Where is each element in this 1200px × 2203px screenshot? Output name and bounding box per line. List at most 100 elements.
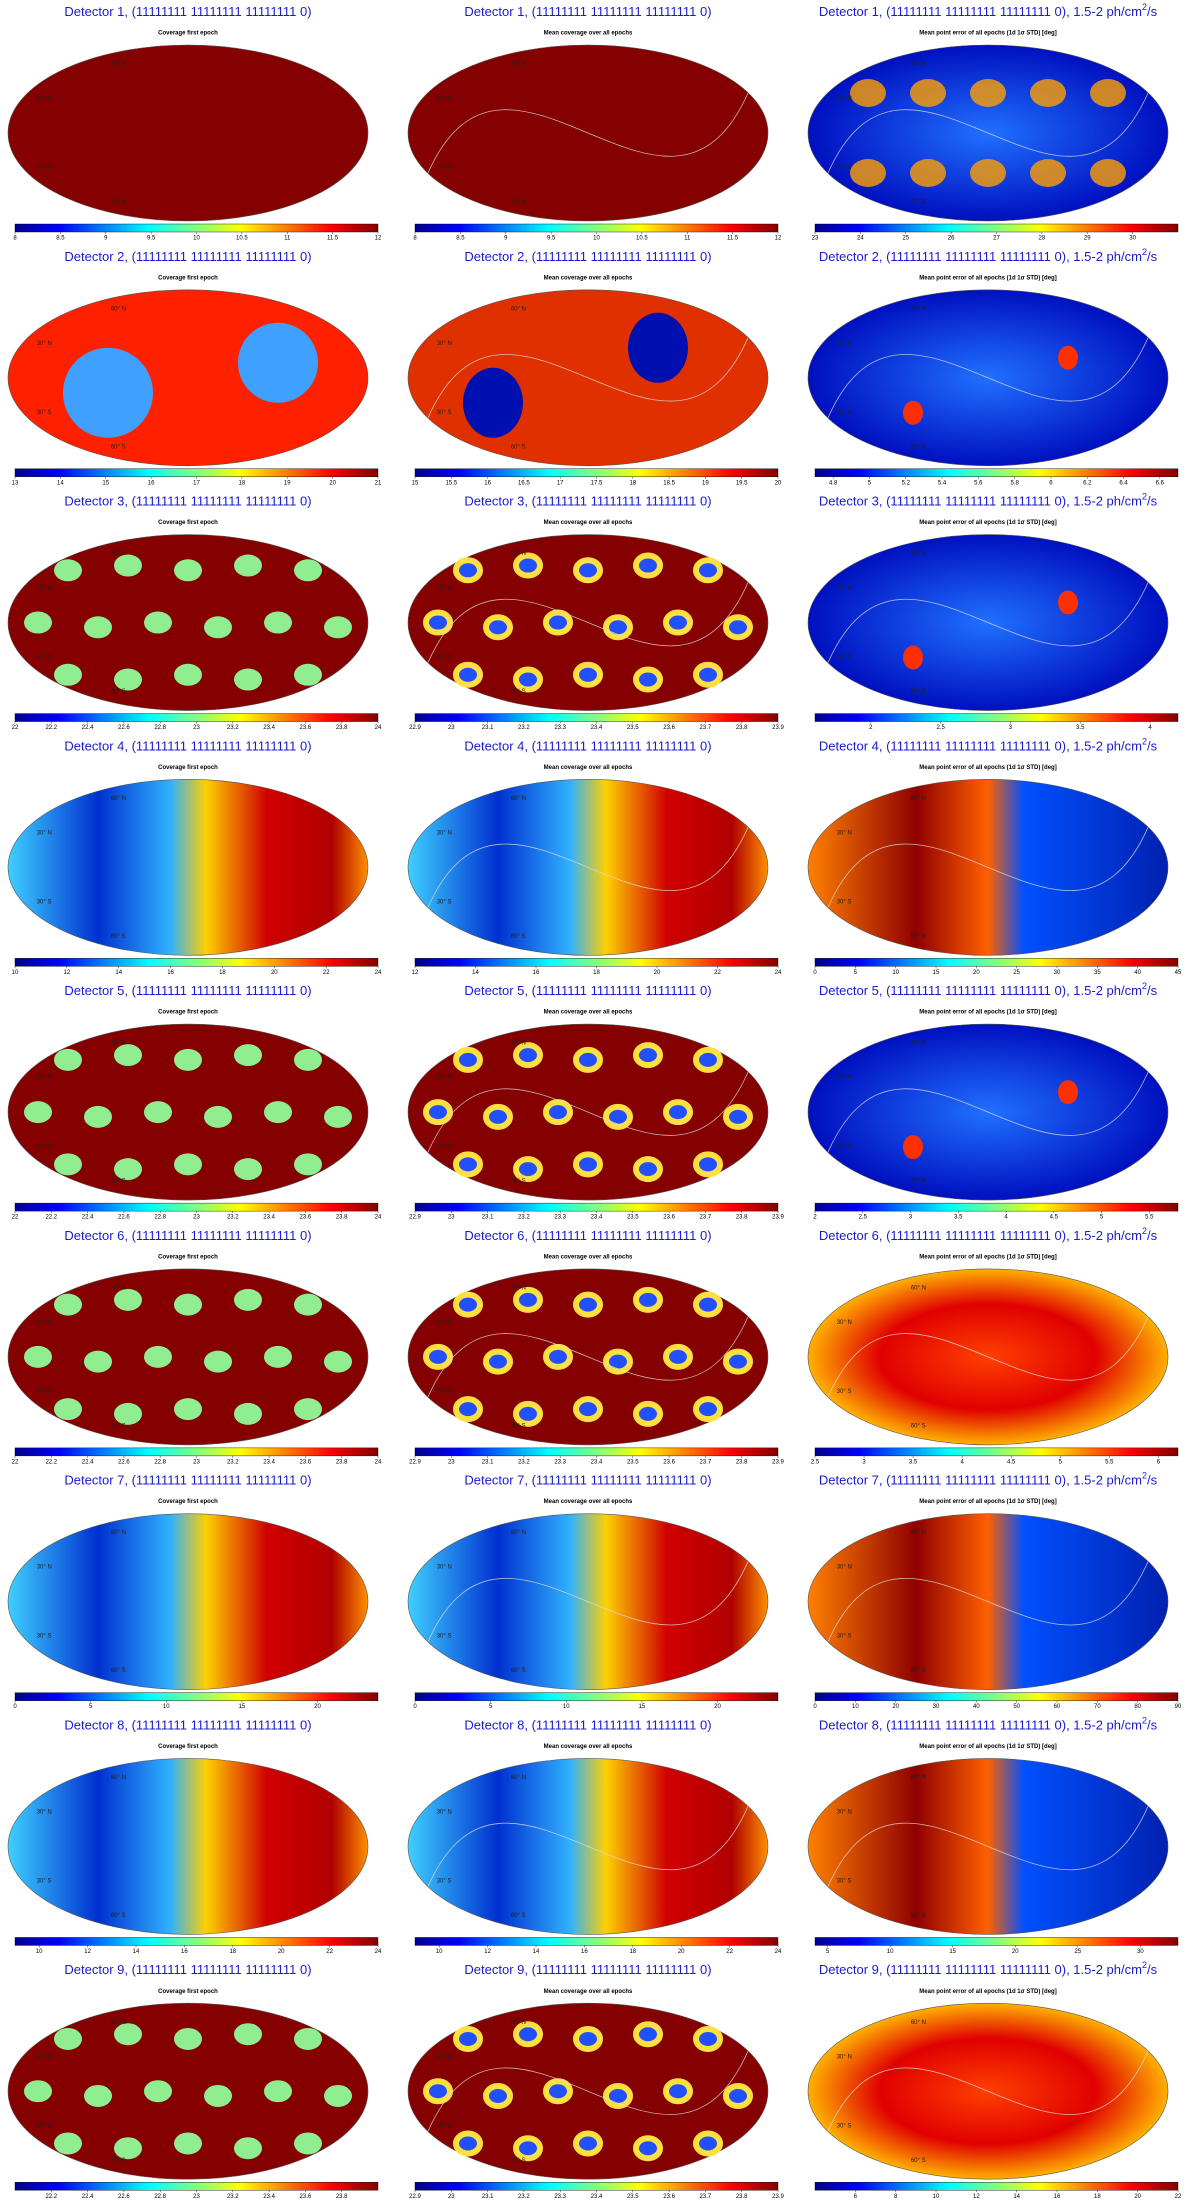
coverage-patch xyxy=(324,2084,352,2107)
panel-subtitle: Mean point error of all epochs (1d 1σ ST… xyxy=(919,1254,1056,1260)
graticule-label: 60° N xyxy=(511,1530,526,1536)
panel-title: Detector 3, (11111111 11111111 11111111 … xyxy=(64,494,311,509)
coverage-patch xyxy=(234,1402,262,1425)
colorbar-tick-label: 24 xyxy=(375,1459,382,1465)
colorbar-tick-label: 23 xyxy=(448,1459,455,1465)
colorbar-tick-label: 30 xyxy=(933,1704,940,1710)
colorbar-tick-label: 22 xyxy=(714,970,721,976)
colorbar-tick-label: 23.6 xyxy=(663,1215,675,1221)
graticule-label: 30° N xyxy=(37,341,52,347)
panel-title: Detector 9, (11111111 11111111 11111111 … xyxy=(819,1961,1158,1978)
scan-track xyxy=(427,1561,749,1642)
coverage-patch xyxy=(54,1048,82,1071)
colorbar-tick-label: 23.1 xyxy=(482,1215,494,1221)
colorbar-tick-label: 2.5 xyxy=(859,1215,868,1221)
coverage-patch xyxy=(294,663,322,686)
colorbar-tick-label: 24 xyxy=(375,970,382,976)
colorbar-tick-label: 23.7 xyxy=(700,2194,712,2200)
colorbar-tick-label: 13 xyxy=(12,480,19,486)
colorbar-tick-label: 5.5 xyxy=(1105,1459,1114,1465)
colorbar-tick-label: 22.2 xyxy=(45,1459,57,1465)
graticule-label: 30° S xyxy=(837,165,852,171)
colorbar-tick-label: 11 xyxy=(684,236,691,242)
high-spot xyxy=(903,1135,923,1160)
colorbar-tick-label: 27 xyxy=(993,236,1000,242)
graticule-label: 30° N xyxy=(837,96,852,102)
scan-track xyxy=(827,92,1149,174)
colorbar-tick-label: 22 xyxy=(12,1459,19,1465)
title-text: Detector 4, (11111111 11111111 11111111 … xyxy=(464,739,711,754)
graticule-label: 30° N xyxy=(437,96,452,102)
colorbar-tick-label: 15 xyxy=(239,1704,246,1710)
coverage-patch xyxy=(144,1345,172,1368)
colorbar-tick-label: 23.3 xyxy=(554,1459,566,1465)
graticule-label: 30° S xyxy=(37,1634,52,1640)
colorbar-tick-label: 23.9 xyxy=(772,725,784,731)
colorbar-tick-label: 18 xyxy=(239,480,246,486)
scan-track xyxy=(827,2051,1149,2132)
colorbar xyxy=(14,1937,379,1946)
colorbar-tick-label: 19 xyxy=(284,480,291,486)
coverage-node xyxy=(453,1291,483,1318)
colorbar-tick-label: 35 xyxy=(1094,970,1101,976)
colorbar-tick-label: 23.2 xyxy=(518,1459,530,1465)
coverage-patch xyxy=(204,2084,232,2107)
colorbar-tick-label: 23.4 xyxy=(591,725,603,731)
graticule-label: 60° S xyxy=(911,1668,926,1674)
colorbar-tick-label: 10 xyxy=(12,970,19,976)
colorbar-tick-label: 23 xyxy=(448,725,455,731)
colorbar-tick-label: 70 xyxy=(1094,1704,1101,1710)
colorbar-tick-label: 22.6 xyxy=(118,1459,130,1465)
colorbar-tick-label: 5 xyxy=(89,1704,93,1710)
colorbar-tick-label: 12 xyxy=(64,970,71,976)
graticule-label: 30° S xyxy=(437,655,452,661)
colorbar xyxy=(414,958,779,967)
graticule-label: 60° N xyxy=(911,1530,926,1536)
colorbar-tick-label: 3.5 xyxy=(1076,725,1085,731)
title-text: Detector 9, (11111111 11111111 11111111 … xyxy=(64,1963,311,1978)
colorbar-tick-label: 10 xyxy=(563,1704,570,1710)
colorbar-tick-label: 19 xyxy=(702,480,709,486)
title-text: Detector 8, (11111111 11111111 11111111 … xyxy=(464,1718,711,1733)
graticule-label: 30° N xyxy=(37,1075,52,1081)
colorbar-tick-label: 10 xyxy=(933,2194,940,2200)
colorbar-tick-label: 20 xyxy=(1012,1949,1019,1955)
colorbar-tick-label: 14 xyxy=(533,1949,540,1955)
colorbar-tick-label: 22 xyxy=(1175,2194,1182,2200)
coverage-node xyxy=(633,1286,663,1313)
error-spot xyxy=(1090,159,1126,187)
title-text: Detector 1, (11111111 11111111 11111111 … xyxy=(819,4,1142,19)
panel-title: Detector 5, (11111111 11111111 11111111 … xyxy=(819,981,1158,998)
colorbar-tick-label: 23 xyxy=(193,1215,200,1221)
colorbar-tick-label: 23 xyxy=(448,1215,455,1221)
colorbar-tick-label: 16.5 xyxy=(518,480,530,486)
coverage-node xyxy=(723,1103,753,1130)
colorbar-tick-label: 23.4 xyxy=(591,2194,603,2200)
coverage-node xyxy=(453,1396,483,1423)
graticule-label: 60° N xyxy=(511,551,526,557)
title-text: Detector 8, (11111111 11111111 11111111 … xyxy=(64,1718,311,1733)
coverage-patch xyxy=(234,554,262,577)
coverage-patch xyxy=(234,1288,262,1311)
colorbar-tick-label: 3.5 xyxy=(909,1459,918,1465)
colorbar-tick-label: 3 xyxy=(862,1459,866,1465)
coverage-node xyxy=(573,1291,603,1318)
colorbar xyxy=(414,2182,779,2191)
title-text: Detector 6, (11111111 11111111 11111111 … xyxy=(464,1228,711,1243)
panel-subtitle: Mean point error of all epochs (1d 1σ ST… xyxy=(919,1989,1056,1995)
colorbar xyxy=(14,468,379,477)
scan-track xyxy=(827,1561,1149,1642)
coverage-node xyxy=(663,609,693,636)
graticule-label: 30° S xyxy=(37,1879,52,1885)
colorbar-tick-label: 22.2 xyxy=(45,1215,57,1221)
coverage-patch xyxy=(114,1158,142,1181)
panel-subtitle: Mean coverage over all epochs xyxy=(544,1010,633,1016)
colorbar xyxy=(814,1447,1179,1457)
graticule-label: 60° S xyxy=(511,689,526,695)
graticule-label: 30° N xyxy=(437,341,452,347)
panel-subtitle: Mean point error of all epochs (1d 1σ ST… xyxy=(919,275,1056,281)
coverage-patch xyxy=(114,1288,142,1311)
graticule-label: 30° S xyxy=(837,1634,852,1640)
panel-title: Detector 4, (11111111 11111111 11111111 … xyxy=(64,739,311,754)
colorbar-tick-label: 6.2 xyxy=(1083,480,1092,486)
